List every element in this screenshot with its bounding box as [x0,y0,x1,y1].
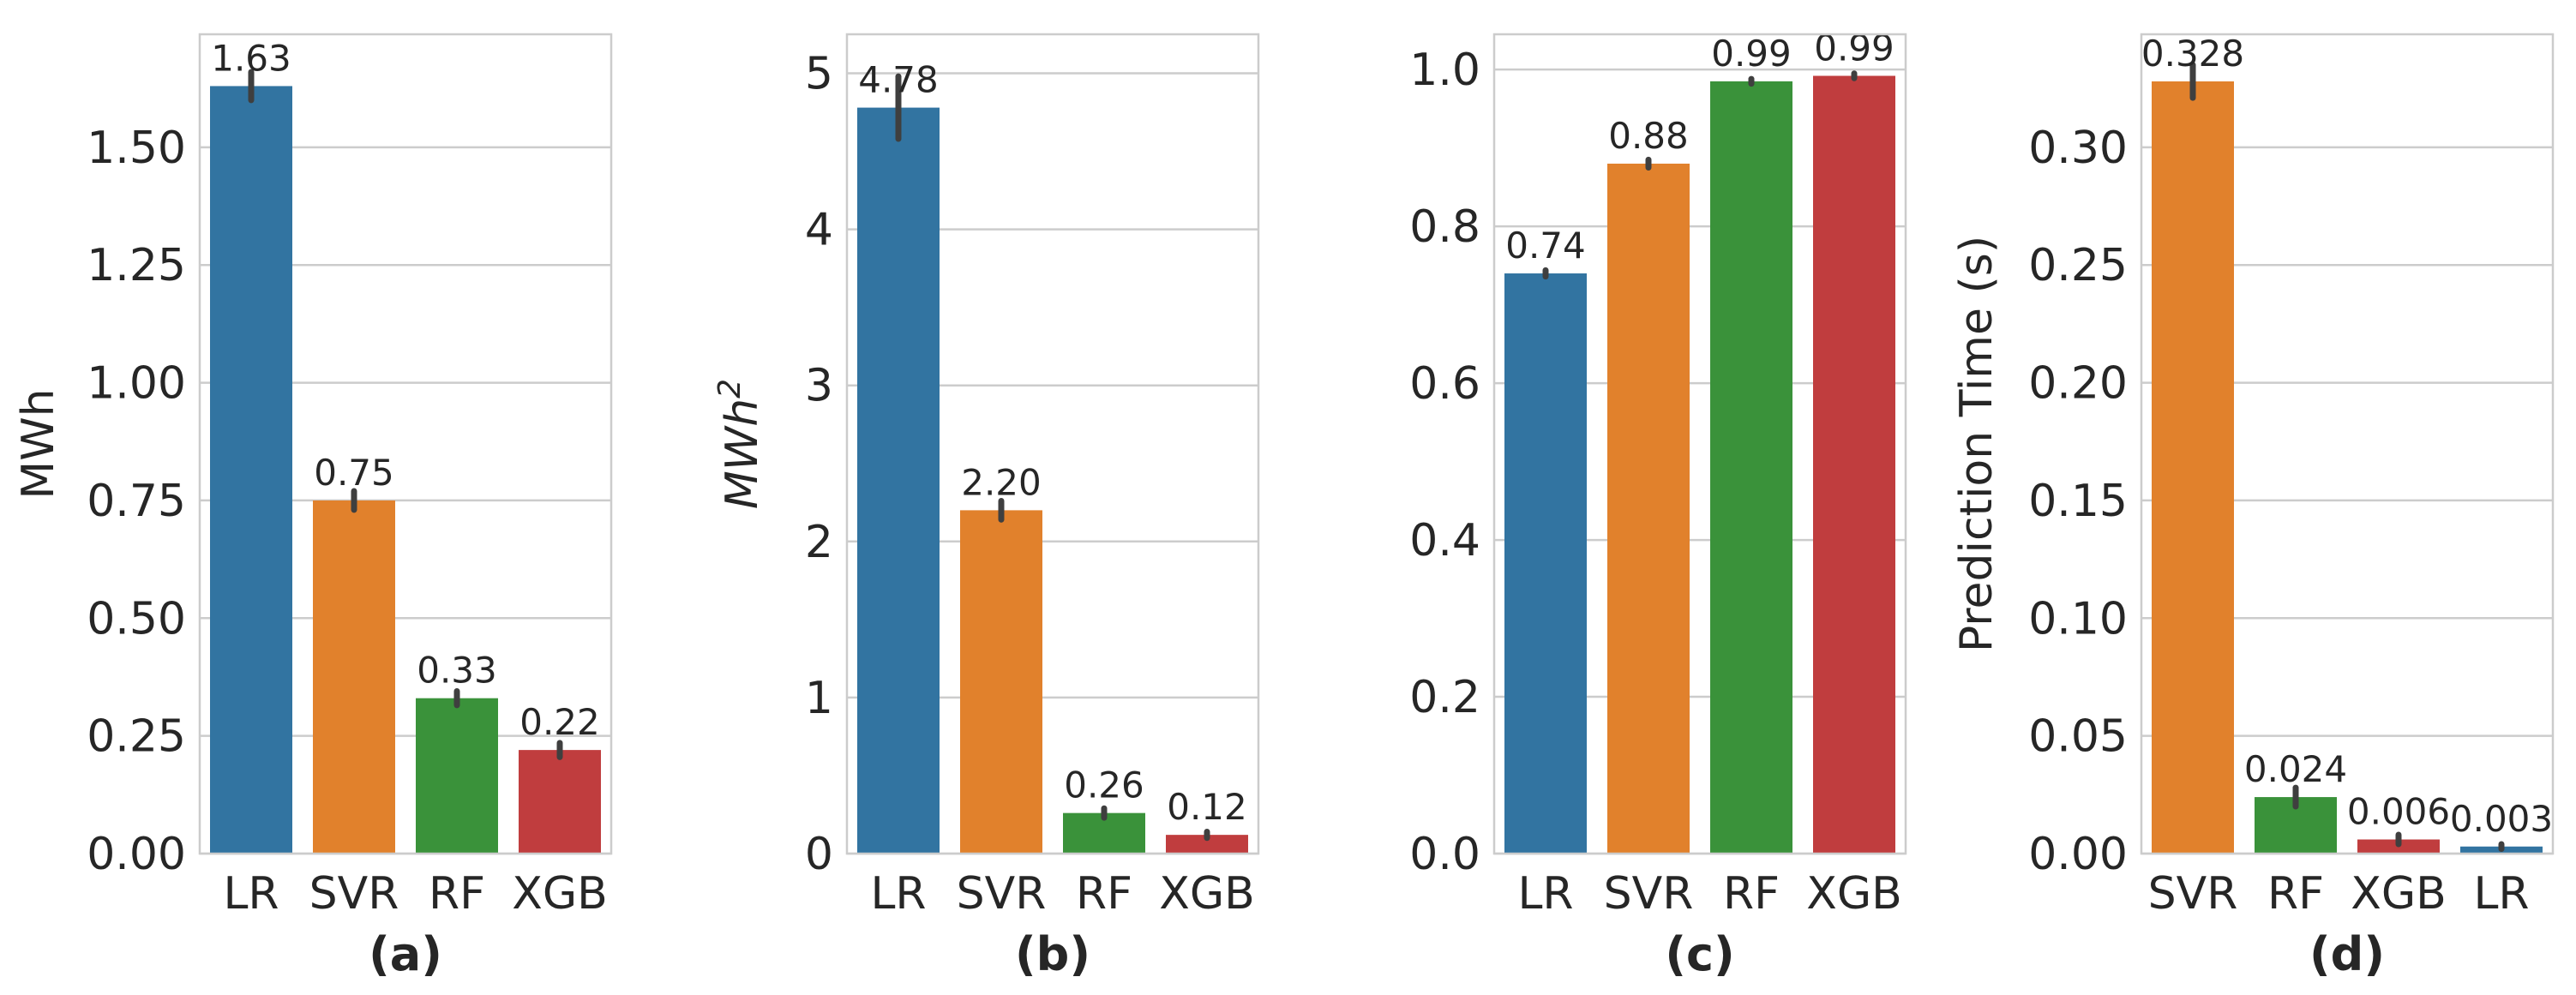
y-axis-label-superscript: 2 [712,379,748,399]
y-tick-label: 2 [805,517,833,568]
y-axis-label: Prediction Time (s) [1951,236,2003,652]
data-label: 0.33 [417,650,497,692]
y-tick-label: 0.20 [2028,358,2128,410]
x-tick-label: RF [1076,868,1132,920]
bar [1813,75,1895,854]
x-tick-label: LR [2473,868,2529,920]
bar [857,107,940,854]
data-label: 0.99 [1711,33,1792,75]
panel-label: (b) [1015,927,1090,981]
y-tick-label: 0.4 [1409,515,1480,566]
data-label: 0.74 [1505,225,1586,267]
axes-frame [198,33,613,855]
chart-panel-4: 0.00 0.05 0.10 0.15 0.20 0.25 0.30 0.328 SVR 0.02… [1951,33,2555,981]
x-tick-label: SVR [957,868,1047,920]
data-label: 0.006 [2347,791,2450,833]
bar [960,510,1042,854]
x-tick-label: XGB [2351,868,2447,920]
y-tick-label: 0.25 [2028,240,2128,291]
bar [519,750,601,854]
x-tick-label: SVR [1604,868,1694,920]
chart-panel-1: 0.00 0.25 0.50 0.75 1.00 1.25 1.50 1.63 LR 0.75 SV… [13,33,613,981]
bar [1710,81,1792,854]
data-label: 0.75 [314,452,394,494]
y-tick-label: 0 [805,829,833,880]
x-tick-label: XGB [1806,868,1902,920]
bar [2152,81,2234,854]
data-label: 2.20 [961,461,1042,503]
axes-frame [845,33,1260,855]
data-label: 1.63 [211,37,291,79]
bar [1504,273,1587,854]
data-label: 0.22 [519,701,600,743]
y-tick-label: 0.0 [1409,829,1480,880]
panel-label: (a) [369,927,442,981]
y-tick-label: 0.00 [87,829,186,880]
y-axis-label-base: MWh [717,399,768,509]
data-label: 0.26 [1064,764,1144,806]
y-tick-label: 0.2 [1409,672,1480,723]
y-tick-label: 5 [805,49,833,100]
y-tick-label: 0.30 [2028,123,2128,174]
data-label: 0.12 [1167,786,1247,828]
bar [1166,835,1248,854]
axes-frame [1492,33,1907,855]
y-tick-label: 1 [805,673,833,724]
y-tick-label: 0.6 [1409,358,1480,410]
y-tick-label: 1.25 [87,240,186,291]
x-tick-label: SVR [309,868,399,920]
x-tick-label: RF [1723,868,1780,920]
x-tick-label: RF [2267,868,2324,920]
data-label: 4.78 [858,59,939,101]
data-label: 0.024 [2244,748,2347,790]
chart-panel-3: 0.00.20.40.60.81.00.74LR0.88SVR0.99RF0.9… [1409,27,1907,981]
data-label: 0.328 [2141,33,2244,75]
y-tick-label: 0.15 [2028,476,2128,527]
y-tick-label: 0.75 [87,476,186,527]
bar [416,698,498,854]
y-tick-label: 1.00 [87,358,186,410]
panel-label: (d) [2309,927,2385,981]
y-tick-label: 1.50 [87,123,186,174]
y-tick-label: 0.10 [2028,593,2128,644]
y-tick-label: 0.25 [87,711,186,763]
bar [313,500,395,854]
y-axis-label: MWh2 [712,379,768,509]
x-tick-label: LR [870,868,926,920]
x-tick-label: SVR [2148,868,2238,920]
y-tick-label: 0.8 [1409,201,1480,253]
y-tick-label: 1.0 [1409,45,1480,96]
y-axis-label: MWh [13,388,64,499]
x-tick-label: XGB [1159,868,1255,920]
x-tick-label: RF [429,868,485,920]
axes-frame [2140,33,2555,855]
data-label: 0.003 [2450,798,2553,840]
y-tick-label: 0.05 [2028,711,2128,763]
x-tick-label: XGB [512,868,608,920]
bar [210,86,292,854]
x-tick-label: LR [223,868,279,920]
x-tick-label: LR [1517,868,1573,920]
y-tick-label: 4 [805,205,833,256]
y-tick-label: 0.00 [2028,829,2128,880]
y-tick-label: 0.50 [87,593,186,644]
panel-label: (c) [1665,927,1734,981]
bar [1607,163,1690,854]
data-label: 0.88 [1608,115,1689,157]
y-tick-label: 3 [805,361,833,412]
